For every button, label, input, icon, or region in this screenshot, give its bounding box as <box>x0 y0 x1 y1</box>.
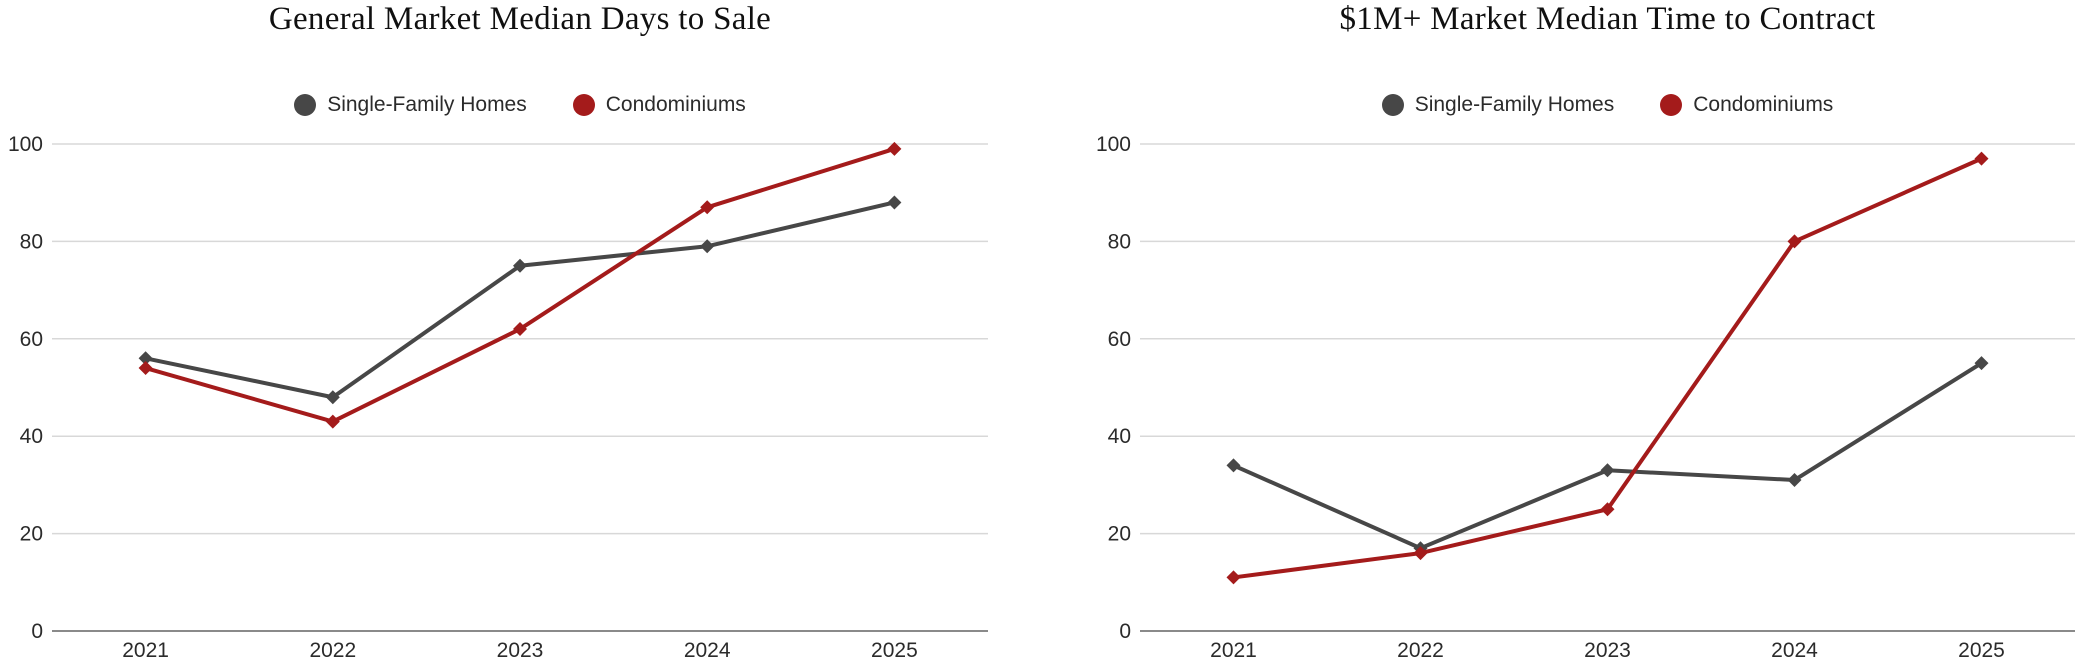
data-point-marker[interactable] <box>513 322 527 337</box>
x-tick-label: 2021 <box>122 639 169 662</box>
x-tick-label: 2025 <box>1958 639 2005 662</box>
x-tick-label: 2024 <box>1771 639 1818 662</box>
y-tick-label: 0 <box>31 620 43 643</box>
x-tick-label: 2022 <box>309 639 356 662</box>
data-point-marker[interactable] <box>887 141 902 156</box>
y-tick-label: 100 <box>1096 135 1131 156</box>
legend-item-single-family-homes[interactable]: Single-Family Homes <box>1381 93 1615 117</box>
y-tick-label: 80 <box>20 230 43 253</box>
data-point-marker[interactable] <box>700 239 715 254</box>
data-point-marker[interactable] <box>138 351 153 366</box>
x-tick-label: 2025 <box>871 639 918 662</box>
x-tick-label: 2022 <box>1397 639 1444 662</box>
x-tick-label: 2023 <box>1584 639 1631 662</box>
legend-item-condominiums[interactable]: Condominiums <box>1660 93 1833 117</box>
luxury-market-chart-panel: $1M+ Market Median Time to Contract Sing… <box>1038 0 2076 665</box>
data-point-marker[interactable] <box>887 195 902 210</box>
data-point-marker[interactable] <box>1600 502 1615 517</box>
legend-dot-icon <box>294 94 317 116</box>
y-tick-label: 60 <box>1108 328 1131 351</box>
data-point-marker[interactable] <box>513 258 527 273</box>
y-tick-label: 0 <box>1119 620 1131 643</box>
legend-dot-icon <box>1660 94 1683 116</box>
chart-title: $1M+ Market Median Time to Contract <box>1339 1 1876 37</box>
data-point-marker[interactable] <box>1226 570 1241 585</box>
y-tick-label: 80 <box>1108 230 1131 253</box>
data-point-marker[interactable] <box>325 390 340 405</box>
y-tick-label: 20 <box>1108 523 1131 546</box>
legend-label: Single-Family Homes <box>1414 93 1615 116</box>
line-chart-canvas: 0 20 40 60 80 100 2021 2022 2023 2024 2025 <box>8 135 988 662</box>
data-point-marker[interactable] <box>1600 463 1615 478</box>
data-point-marker[interactable] <box>1413 546 1428 561</box>
data-point-marker[interactable] <box>1787 473 1802 488</box>
legend-dot-icon <box>1381 94 1404 116</box>
legend-label: Condominiums <box>1693 93 1834 116</box>
legend-dot-icon <box>572 94 595 116</box>
x-tick-label: 2024 <box>684 639 731 662</box>
y-tick-label: 100 <box>8 135 43 156</box>
chart-title: General Market Median Days to Sale <box>268 1 772 37</box>
general-market-chart-panel: General Market Median Days to Sale Singl… <box>8 1 988 662</box>
y-tick-label: 40 <box>1108 425 1131 448</box>
legend-label: Condominiums <box>605 93 746 116</box>
series-line-single-family-homes <box>143 200 897 400</box>
data-point-marker[interactable] <box>325 414 340 429</box>
data-point-marker[interactable] <box>1226 458 1241 473</box>
data-point-marker[interactable] <box>1974 356 1989 371</box>
series-line-single-family-homes <box>1231 361 1984 551</box>
y-tick-label: 40 <box>20 425 43 448</box>
data-point-marker[interactable] <box>1974 151 1989 166</box>
chart-legend: Single-Family Homes Condominiums <box>52 92 988 118</box>
chart-legend: Single-Family Homes Condominiums <box>1140 92 2075 118</box>
y-tick-label: 20 <box>20 523 43 546</box>
y-tick-label: 60 <box>20 328 43 351</box>
legend-item-single-family-homes[interactable]: Single-Family Homes <box>294 93 527 117</box>
data-point-marker[interactable] <box>1787 234 1802 249</box>
x-tick-label: 2021 <box>1210 639 1257 662</box>
x-tick-label: 2023 <box>497 639 544 662</box>
data-point-marker[interactable] <box>138 361 153 376</box>
legend-item-condominiums[interactable]: Condominiums <box>572 93 746 117</box>
line-chart-canvas: 0 20 40 60 80 100 2021 2022 2023 2024 2025 <box>1096 135 2075 662</box>
legend-label: Single-Family Homes <box>327 93 527 116</box>
data-point-marker[interactable] <box>700 200 715 215</box>
